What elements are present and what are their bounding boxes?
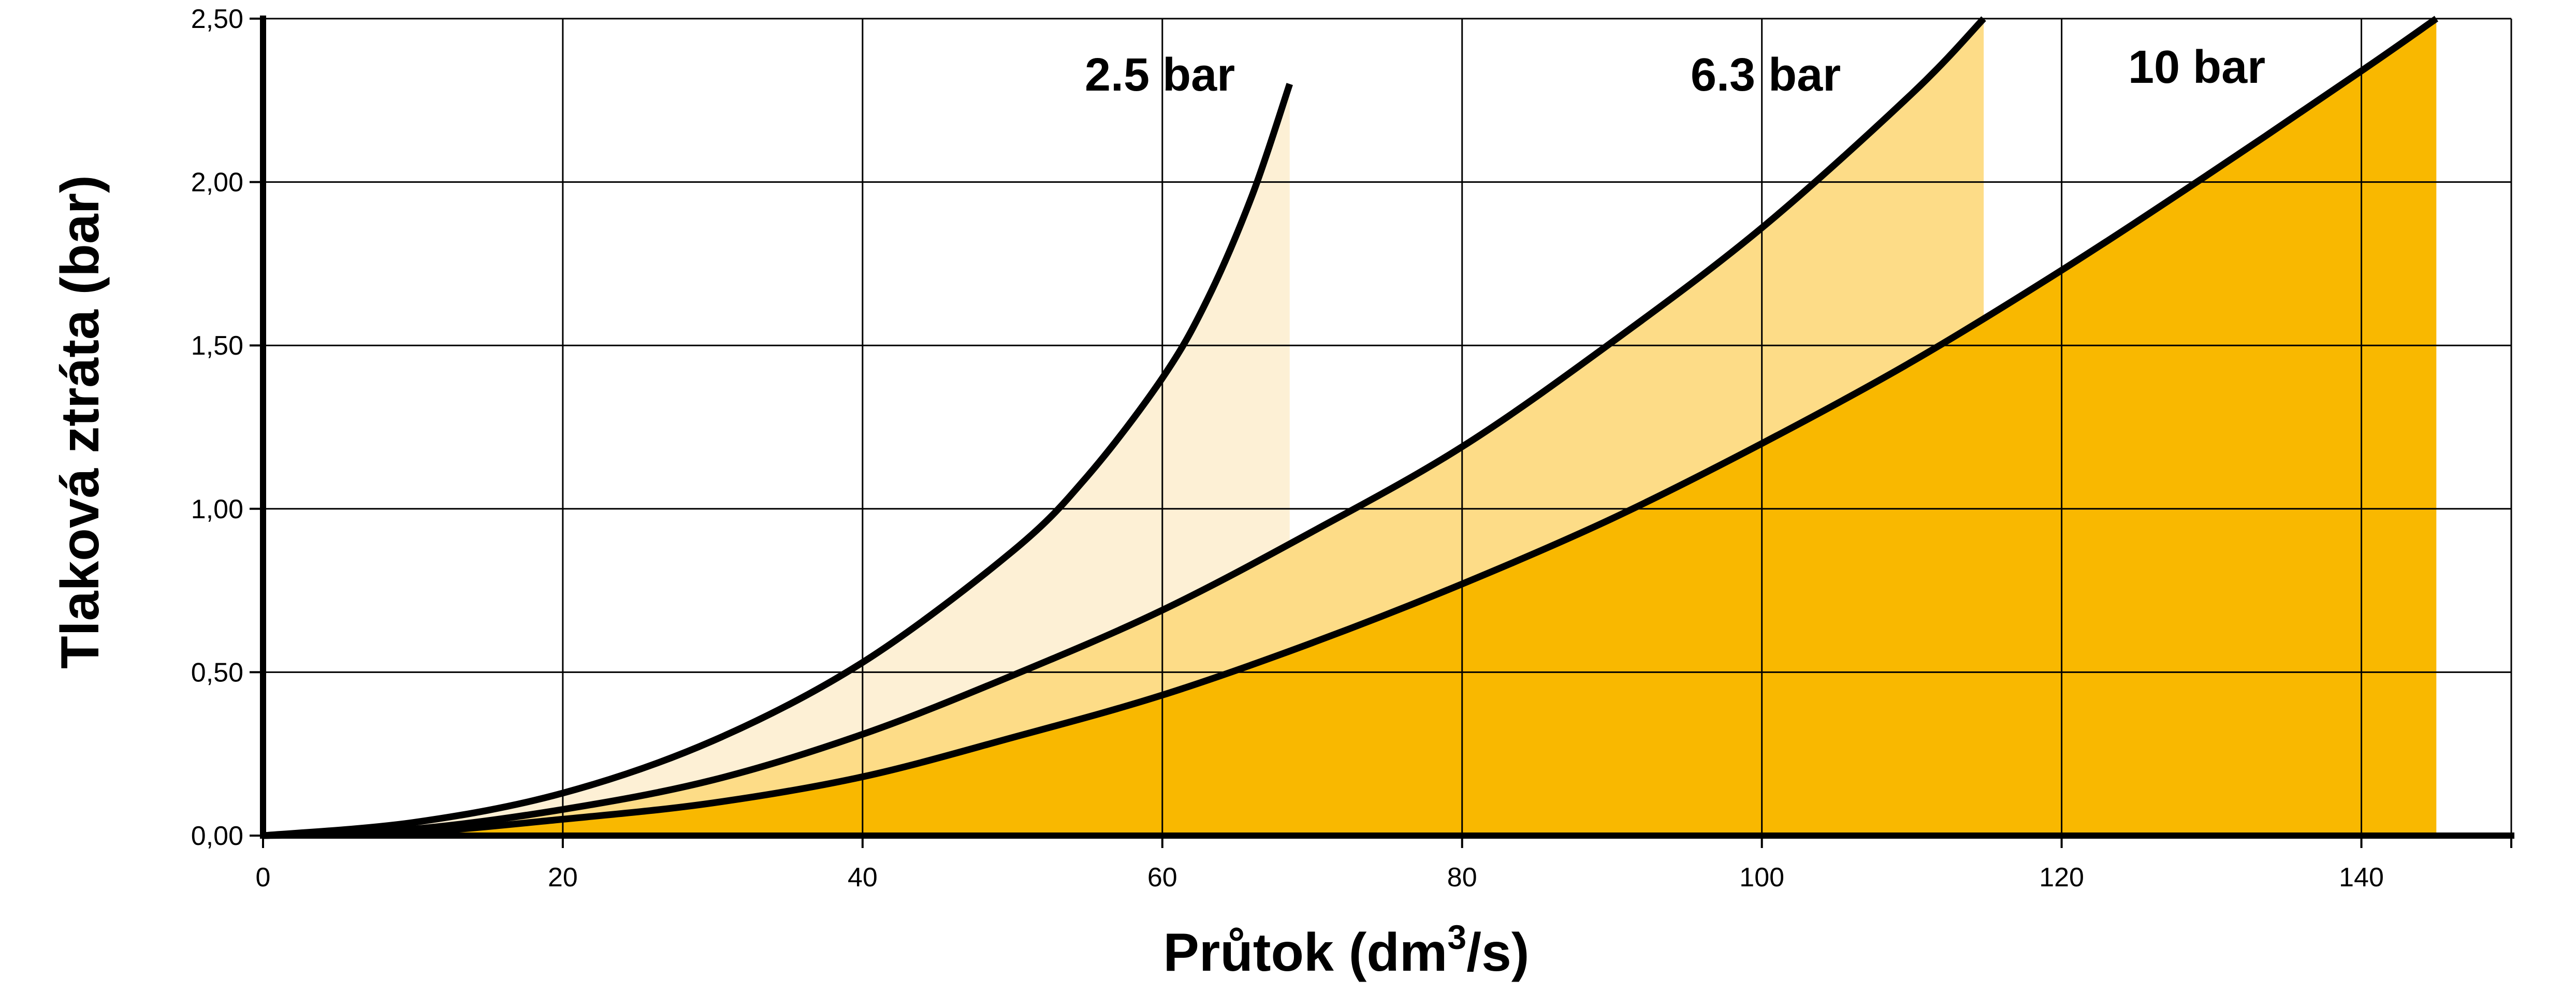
- y-tick-label: 1,50: [191, 331, 243, 361]
- x-tick-label: 0: [256, 863, 271, 893]
- series-line-2-5-bar: [263, 83, 1293, 839]
- x-tick-label: 60: [1147, 863, 1177, 893]
- y-tick-label: 0,50: [191, 658, 243, 688]
- series-line-6-3-bar: [263, 16, 1986, 839]
- y-tick-label: 2,50: [191, 4, 243, 34]
- tick-labels: 0 20 40 60 80 100 120 140 0,00 0,50 1,00 1,50 2,00 2,…: [191, 4, 2384, 893]
- x-tick-label: 120: [2039, 863, 2084, 893]
- x-axis-title: Průtok (dm3/s): [1163, 918, 1530, 983]
- series-fill-10-bar: [263, 19, 2437, 836]
- series-labels: 2.5 bar 6.3 bar 10 bar: [1085, 41, 2265, 101]
- series-fills: [263, 19, 2437, 836]
- y-axis-title: Tlaková ztráta (bar): [50, 175, 110, 669]
- x-tick-label: 80: [1447, 863, 1477, 893]
- x-tick-label: 20: [548, 863, 578, 893]
- series-label-2-5-bar: 2.5 bar: [1085, 49, 1235, 101]
- series-label-10-bar: 10 bar: [2128, 41, 2265, 93]
- y-tick-label: 1,00: [191, 494, 243, 524]
- x-tick-label: 40: [848, 863, 878, 893]
- series-label-6-3-bar: 6.3 bar: [1691, 49, 1841, 101]
- y-tick-label: 0,00: [191, 821, 243, 851]
- x-tick-label: 100: [1739, 863, 1784, 893]
- grid-lines: [263, 18, 2512, 836]
- series-line-10-bar: [263, 16, 2439, 839]
- y-tick-label: 2,00: [191, 168, 243, 198]
- axes: [250, 16, 2514, 848]
- series-fill-2-5-bar: [263, 84, 1290, 836]
- x-tick-label: 140: [2339, 863, 2384, 893]
- series-curves: [263, 16, 2439, 839]
